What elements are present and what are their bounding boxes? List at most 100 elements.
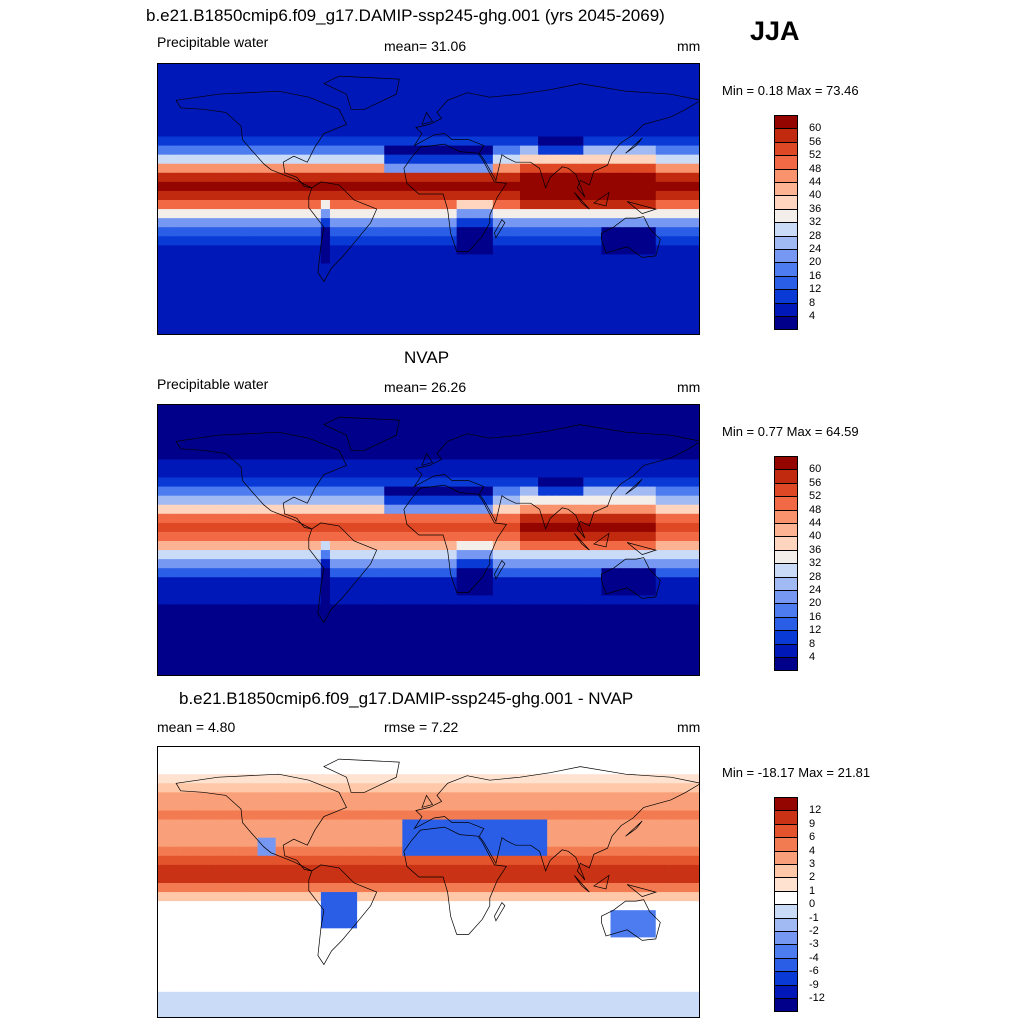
field-cell [348,622,358,633]
field-cell [320,154,331,165]
field-cell [501,209,512,219]
field-cell [456,136,467,147]
field-cell [411,272,422,283]
field-cell [167,855,177,866]
field-cell [185,423,195,433]
field-cell [456,559,467,569]
field-cell [565,209,575,219]
field-cell [348,774,358,784]
field-cell [393,631,403,642]
field-cell [510,604,521,615]
field-cell [592,100,603,110]
field-cell [357,82,367,92]
field-cell [628,450,639,460]
field-cell [483,756,494,766]
field-cell [248,118,259,129]
field-cell [348,667,358,675]
field-cell [375,810,385,821]
field-cell [610,432,621,442]
field-cell [230,586,241,596]
field-cell [583,846,593,857]
field-cell [529,604,539,615]
field-cell [592,477,603,488]
field-cell [547,531,557,542]
field-cell [583,531,593,542]
field-cell [203,901,213,911]
field-cell [167,136,177,147]
field-cell [619,873,630,884]
field-cell [176,649,186,660]
field-cell [302,405,313,415]
field-cell [329,550,340,560]
field-cell [257,855,268,866]
field-cell [266,154,277,165]
field-cell [547,145,557,156]
field-cell [592,774,603,784]
field-cell [673,308,684,319]
field-cell [257,468,268,479]
field-cell [284,522,295,533]
field-cell [384,200,394,210]
field-cell [311,91,322,101]
coastline [574,533,590,551]
field-cell [329,586,340,596]
field-cell [158,459,168,470]
field-cell [311,163,322,174]
field-cell [682,819,693,830]
field-cell [357,604,367,615]
field-cell [366,290,376,301]
field-cell [230,846,241,857]
field-cell [447,468,458,479]
field-cell [492,774,503,784]
field-cell [221,414,231,424]
field-cell [682,209,693,219]
field-cell [510,100,521,110]
field-cell [492,326,503,334]
field-cell [194,91,204,101]
field-cell [230,541,241,551]
field-cell [185,892,195,902]
field-cell [438,846,449,857]
field-cell [465,828,476,839]
field-cell [221,236,231,246]
field-cell [483,774,494,784]
field-cell [203,541,213,551]
field-cell [375,109,385,119]
field-cell [212,595,222,606]
field-cell [610,531,621,542]
field-cell [329,919,340,929]
field-cell [637,604,648,615]
field-cell [565,604,575,615]
field-cell [619,901,630,911]
field-cell [619,290,630,301]
field-cell [655,765,666,775]
field-cell [529,441,539,451]
field-cell [366,928,376,938]
field-cell [510,810,521,821]
field-cell [420,783,431,793]
field-cell [221,658,231,669]
field-cell [628,486,639,497]
field-cell [538,495,548,506]
field-cell [420,873,431,884]
field-cell [185,127,195,138]
field-cell [456,828,467,839]
field-cell [655,73,666,83]
field-cell [402,864,412,875]
field-cell [375,910,385,920]
field-cell [239,495,250,506]
field-cell [420,883,431,893]
field-cell [185,486,195,497]
field-cell [682,828,693,839]
field-cell [456,118,467,129]
field-cell [601,910,612,920]
field-cell [384,819,394,830]
field-cell [239,550,250,560]
field-cell [402,423,412,433]
field-cell [420,531,431,542]
field-cell [366,883,376,893]
field-cell [302,864,313,875]
field-cell [610,290,621,301]
field-cell [628,828,639,839]
field-cell [230,828,241,839]
